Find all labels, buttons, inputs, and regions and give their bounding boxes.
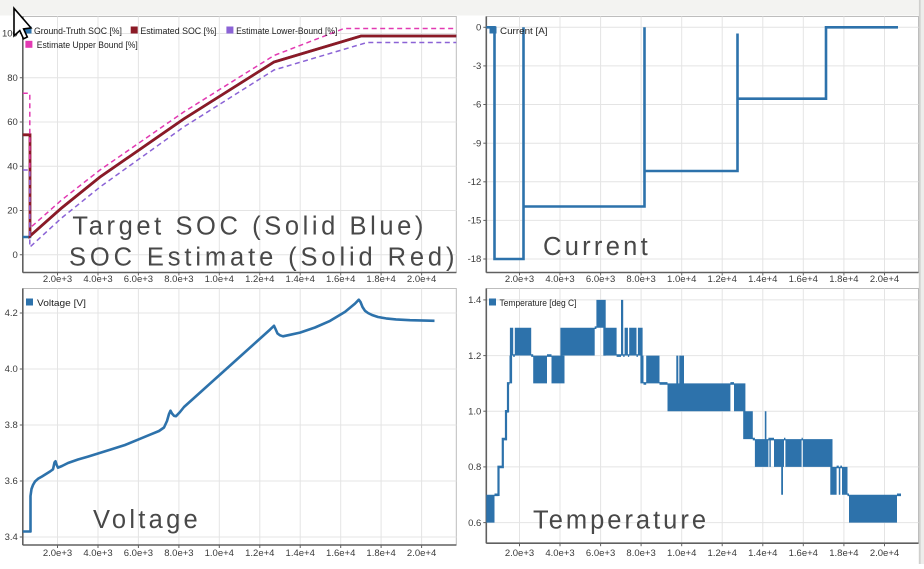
svg-text:2.0e+3: 2.0e+3	[43, 274, 72, 285]
svg-text:Ground-Truth SOC [%]: Ground-Truth SOC [%]	[34, 26, 122, 37]
svg-text:-6: -6	[473, 100, 481, 111]
svg-text:6.0e+3: 6.0e+3	[124, 274, 153, 285]
svg-text:1.6e+4: 1.6e+4	[326, 274, 355, 285]
svg-text:1.4e+4: 1.4e+4	[286, 274, 315, 285]
svg-text:1.6e+4: 1.6e+4	[789, 274, 818, 285]
svg-text:1.8e+4: 1.8e+4	[829, 548, 858, 559]
svg-text:1.2e+4: 1.2e+4	[708, 274, 737, 285]
svg-text:1.8e+4: 1.8e+4	[366, 548, 395, 559]
svg-text:1.2: 1.2	[468, 351, 481, 362]
svg-text:0: 0	[13, 250, 18, 261]
svg-text:-3: -3	[473, 61, 481, 72]
svg-text:2.0e+4: 2.0e+4	[407, 548, 436, 559]
svg-text:4.0e+3: 4.0e+3	[83, 274, 112, 285]
svg-text:Voltage [V]: Voltage [V]	[37, 298, 86, 309]
svg-text:Current: Current	[543, 233, 648, 261]
svg-text:2.0e+3: 2.0e+3	[505, 274, 534, 285]
svg-text:1.2e+4: 1.2e+4	[245, 274, 274, 285]
svg-text:1.8e+4: 1.8e+4	[829, 274, 858, 285]
svg-text:1.0e+4: 1.0e+4	[205, 548, 234, 559]
svg-text:1.0e+4: 1.0e+4	[205, 274, 234, 285]
svg-text:1.8e+4: 1.8e+4	[366, 274, 395, 285]
svg-text:Current [A]: Current [A]	[500, 26, 548, 37]
svg-text:40: 40	[7, 161, 18, 172]
svg-text:0.6: 0.6	[468, 518, 481, 529]
svg-text:8.0e+3: 8.0e+3	[164, 548, 193, 559]
svg-text:60: 60	[7, 117, 18, 128]
svg-text:1.0: 1.0	[468, 406, 481, 417]
svg-text:2.0e+4: 2.0e+4	[870, 548, 899, 559]
svg-text:4.0e+3: 4.0e+3	[83, 548, 112, 559]
svg-text:1.2e+4: 1.2e+4	[245, 548, 274, 559]
svg-text:8.0e+3: 8.0e+3	[626, 274, 655, 285]
svg-text:2.0e+3: 2.0e+3	[43, 548, 72, 559]
svg-text:80: 80	[7, 73, 18, 84]
svg-text:6.0e+3: 6.0e+3	[586, 548, 615, 559]
svg-text:4.0e+3: 4.0e+3	[545, 548, 574, 559]
svg-text:1.6e+4: 1.6e+4	[326, 548, 355, 559]
svg-text:1.2e+4: 1.2e+4	[708, 548, 737, 559]
svg-text:1.4e+4: 1.4e+4	[748, 274, 777, 285]
svg-text:8.0e+3: 8.0e+3	[164, 274, 193, 285]
svg-text:4.0e+3: 4.0e+3	[545, 274, 574, 285]
svg-text:Target SOC (Solid Blue): Target SOC (Solid Blue)	[72, 213, 423, 241]
svg-text:1.4e+4: 1.4e+4	[748, 548, 777, 559]
svg-text:2.0e+3: 2.0e+3	[505, 548, 534, 559]
svg-text:3.6: 3.6	[5, 476, 18, 487]
svg-text:3.8: 3.8	[5, 420, 18, 431]
svg-text:2.0e+4: 2.0e+4	[870, 274, 899, 285]
svg-text:-9: -9	[473, 138, 481, 149]
svg-text:1.4e+4: 1.4e+4	[286, 548, 315, 559]
svg-text:SOC Estimate (Solid Red): SOC Estimate (Solid Red)	[69, 244, 455, 272]
svg-text:6.0e+3: 6.0e+3	[124, 548, 153, 559]
svg-text:8.0e+3: 8.0e+3	[626, 548, 655, 559]
svg-text:3.4: 3.4	[5, 532, 18, 543]
svg-text:Estimated SOC [%]: Estimated SOC [%]	[140, 26, 216, 37]
svg-text:6.0e+3: 6.0e+3	[586, 274, 615, 285]
svg-text:1.0e+4: 1.0e+4	[667, 548, 696, 559]
svg-text:1.0e+4: 1.0e+4	[667, 274, 696, 285]
svg-text:1.6e+4: 1.6e+4	[789, 548, 818, 559]
svg-text:1.4: 1.4	[468, 295, 481, 306]
svg-text:-18: -18	[468, 254, 482, 265]
svg-text:Estimate Lower-Bound [%]: Estimate Lower-Bound [%]	[236, 26, 337, 37]
svg-text:Temperature: Temperature	[533, 507, 706, 535]
svg-text:4.0: 4.0	[5, 364, 18, 375]
svg-text:-15: -15	[468, 216, 482, 227]
svg-text:0: 0	[476, 23, 481, 34]
svg-text:-12: -12	[468, 177, 482, 188]
svg-text:Estimate Upper Bound [%]: Estimate Upper Bound [%]	[37, 40, 138, 51]
svg-text:0.8: 0.8	[468, 462, 481, 473]
svg-text:4.2: 4.2	[5, 308, 18, 319]
svg-text:2.0e+4: 2.0e+4	[407, 274, 436, 285]
svg-text:Temperature [deg C]: Temperature [deg C]	[500, 298, 577, 309]
svg-text:20: 20	[7, 206, 18, 217]
